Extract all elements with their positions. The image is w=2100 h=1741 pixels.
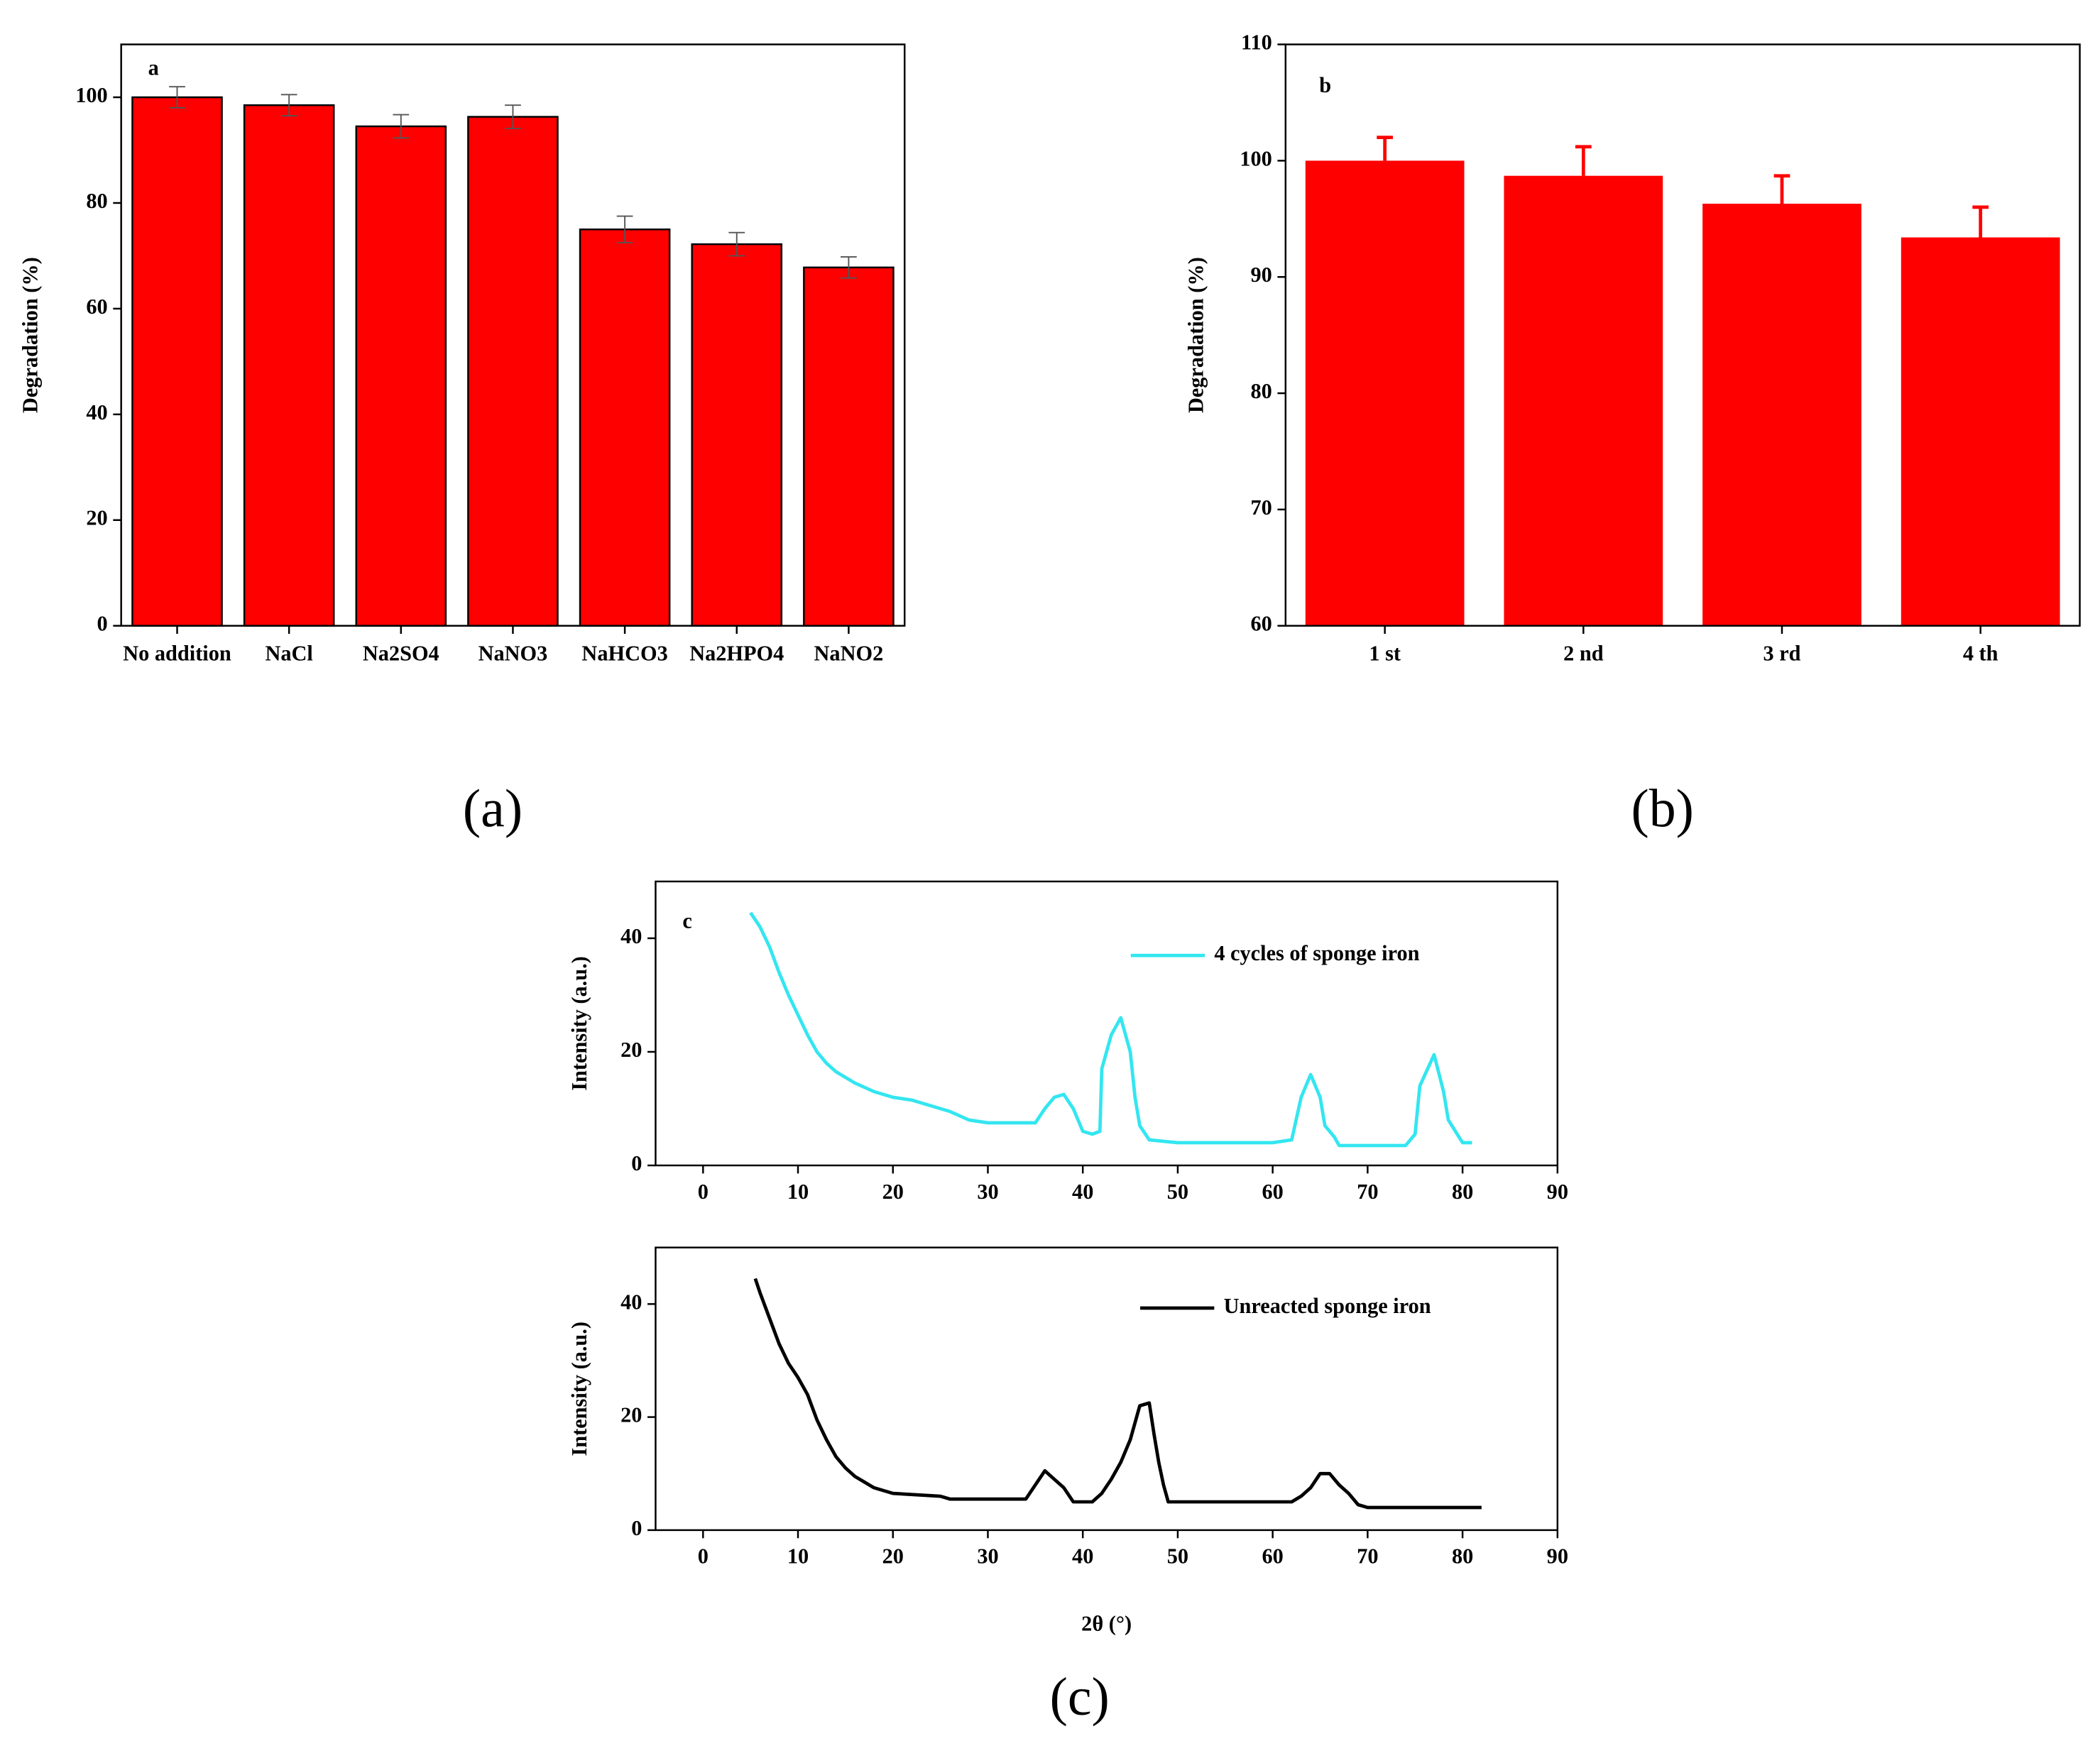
bar xyxy=(467,116,559,627)
y-tick-label: 20 xyxy=(620,1403,642,1427)
y-tick-label: 20 xyxy=(86,506,107,530)
panel-label: a xyxy=(148,56,159,80)
y-tick-label: 110 xyxy=(1241,31,1272,55)
bar xyxy=(691,243,783,627)
legend-label: Unreacted sponge iron xyxy=(1224,1294,1431,1318)
panel-label: b xyxy=(1319,73,1331,97)
y-tick-label: 0 xyxy=(631,1516,642,1540)
x-tick-label: 3 rd xyxy=(1763,641,1800,665)
legend-label: 4 cycles of sponge iron xyxy=(1214,941,1419,965)
x-tick-label: 10 xyxy=(787,1544,809,1569)
x-tick-label: Na2SO4 xyxy=(363,641,439,665)
x-tick-label: 1 st xyxy=(1369,641,1401,665)
bar xyxy=(1504,175,1663,626)
y-tick-label: 100 xyxy=(1240,146,1272,170)
panel-label: c xyxy=(682,909,691,933)
x-tick-label: NaHCO3 xyxy=(581,641,667,665)
x-tick-label: 40 xyxy=(1072,1180,1093,1204)
plot-frame xyxy=(655,880,1559,1167)
y-tick-label: 0 xyxy=(631,1151,642,1175)
x-tick-label: 60 xyxy=(1262,1180,1283,1204)
x-tick-label: 20 xyxy=(882,1544,904,1569)
bar xyxy=(355,125,447,627)
x-tick-label: NaNO3 xyxy=(478,641,548,665)
x-tick-label: No addition xyxy=(123,641,231,665)
x-tick-label: 90 xyxy=(1547,1180,1568,1204)
x-tick-label: 60 xyxy=(1262,1544,1283,1569)
y-axis-label: Degradation (%) xyxy=(1184,257,1208,413)
bar xyxy=(1901,237,2060,626)
x-tick-label: 80 xyxy=(1452,1544,1473,1569)
x-tick-label: 50 xyxy=(1167,1544,1188,1569)
x-tick-label: 40 xyxy=(1072,1544,1093,1569)
x-tick-label: 0 xyxy=(698,1180,709,1204)
plot-frame xyxy=(120,43,906,627)
x-tick-label: Na2HPO4 xyxy=(689,641,784,665)
bar xyxy=(1305,160,1465,626)
x-tick-label: 30 xyxy=(977,1180,998,1204)
x-tick-label: 20 xyxy=(882,1180,904,1204)
bar xyxy=(131,96,223,627)
y-axis-label: Degradation (%) xyxy=(18,257,42,413)
bar xyxy=(1702,204,1861,626)
y-tick-label: 40 xyxy=(86,400,107,424)
bar xyxy=(803,266,895,627)
y-tick-label: 40 xyxy=(620,924,642,948)
x-tick-label: 70 xyxy=(1357,1180,1378,1204)
x-tick-label: 4 th xyxy=(1963,641,1998,665)
y-tick-label: 70 xyxy=(1251,495,1272,520)
y-axis-label: Intensity (a.u.) xyxy=(567,1322,591,1456)
y-tick-label: 60 xyxy=(86,295,107,319)
plot-frame xyxy=(655,1246,1559,1532)
x-tick-label: 70 xyxy=(1357,1544,1378,1569)
y-tick-label: 20 xyxy=(620,1038,642,1062)
x-tick-label: 80 xyxy=(1452,1180,1473,1204)
caption: (c) xyxy=(1050,1667,1110,1727)
x-tick-label: NaNO2 xyxy=(814,641,884,665)
y-axis-label: Intensity (a.u.) xyxy=(567,956,591,1091)
y-tick-label: 100 xyxy=(75,83,108,107)
y-tick-label: 80 xyxy=(1251,379,1272,403)
x-tick-label: 90 xyxy=(1547,1544,1568,1569)
x-tick-label: 10 xyxy=(787,1180,809,1204)
line xyxy=(749,911,1472,1148)
plot-frame xyxy=(1284,43,2081,627)
x-tick-label: 2 nd xyxy=(1563,641,1604,665)
x-tick-label: 0 xyxy=(698,1544,709,1569)
line xyxy=(753,1278,1482,1510)
y-tick-label: 40 xyxy=(620,1290,642,1314)
x-tick-label: NaCl xyxy=(265,641,312,665)
y-tick-label: 0 xyxy=(97,612,108,636)
y-tick-label: 60 xyxy=(1251,612,1272,636)
caption: (a) xyxy=(463,779,523,839)
y-tick-label: 90 xyxy=(1251,263,1272,287)
y-tick-label: 80 xyxy=(86,189,107,213)
x-axis-label: 2θ (°) xyxy=(1081,1611,1132,1635)
x-tick-label: 30 xyxy=(977,1544,998,1569)
x-tick-label: 50 xyxy=(1167,1180,1188,1204)
caption: (b) xyxy=(1631,779,1694,839)
bar xyxy=(579,228,671,627)
bar xyxy=(243,104,335,627)
